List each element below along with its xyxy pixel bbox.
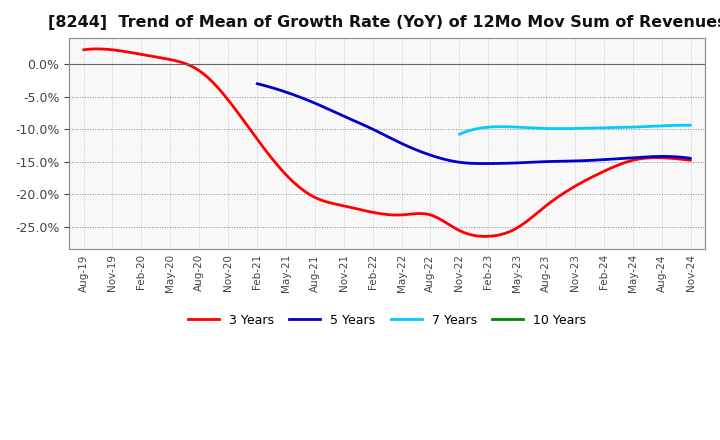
Title: [8244]  Trend of Mean of Growth Rate (YoY) of 12Mo Mov Sum of Revenues: [8244] Trend of Mean of Growth Rate (YoY… bbox=[48, 15, 720, 30]
Legend: 3 Years, 5 Years, 7 Years, 10 Years: 3 Years, 5 Years, 7 Years, 10 Years bbox=[183, 309, 591, 332]
